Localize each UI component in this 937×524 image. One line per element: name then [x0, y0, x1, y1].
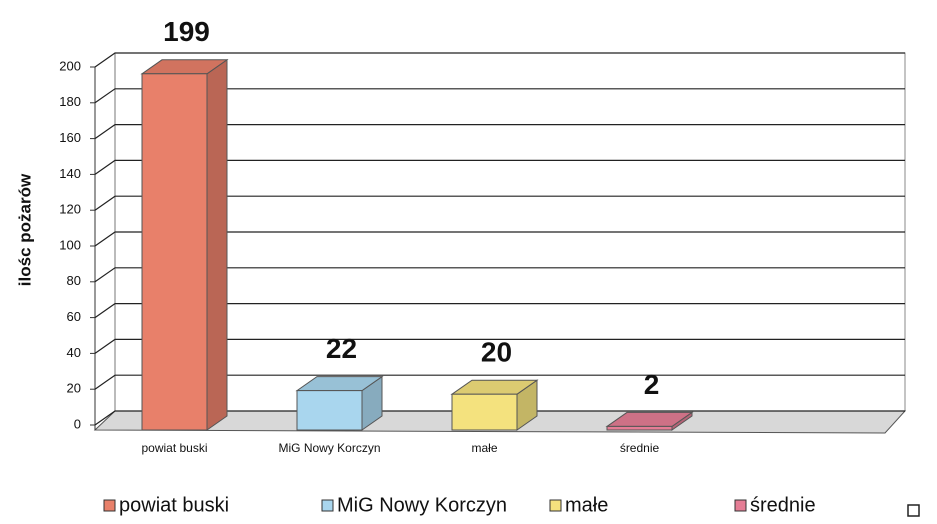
y-tick-label: 180: [59, 94, 81, 109]
bar: [606, 425, 673, 431]
x-tick-label: średnie: [620, 441, 660, 455]
legend-swatch: [734, 499, 747, 512]
y-tick-label: 200: [59, 58, 81, 73]
y-tick-label: 100: [59, 237, 81, 252]
data-label: 22: [326, 333, 357, 364]
legend-swatch: [549, 499, 562, 512]
legend-label: powiat buski: [119, 494, 229, 516]
data-label: 20: [481, 337, 512, 368]
legend-label: średnie: [750, 494, 816, 516]
grid-line: [94, 338, 905, 354]
y-tick-label: 60: [67, 309, 81, 324]
grid-line: [94, 231, 905, 247]
grid-line: [94, 303, 905, 319]
bar-side: [206, 58, 228, 431]
grid-line: [94, 88, 905, 104]
legend-swatch: [321, 499, 334, 512]
grid-line: [94, 267, 905, 283]
y-tick-label: 140: [59, 166, 81, 181]
grid-line: [94, 159, 905, 175]
y-tick-label: 120: [59, 202, 81, 217]
y-tick-label: 80: [67, 273, 81, 288]
legend-label: MiG Nowy Korczyn: [337, 494, 507, 516]
legend-label: małe: [565, 494, 608, 516]
legend-swatch: [907, 504, 920, 517]
y-axis-label: ilośc pożarów: [15, 173, 34, 286]
x-tick-label: powiat buski: [141, 441, 207, 455]
y-tick-label: 160: [59, 130, 81, 145]
grid-line: [94, 52, 905, 68]
grid-line: [94, 123, 905, 140]
bar: [296, 390, 363, 431]
data-label: 199: [163, 16, 210, 47]
legend-swatch: [103, 499, 116, 512]
grid-line: [94, 410, 905, 426]
bar: [141, 73, 208, 431]
bar: [451, 393, 518, 431]
grid-line: [94, 374, 905, 390]
y-tick-label: 40: [67, 345, 81, 360]
y-tick-label: 0: [74, 416, 81, 431]
y-tick-label: 20: [67, 381, 81, 396]
x-tick-label: małe: [471, 441, 497, 455]
data-label: 2: [644, 369, 660, 400]
grid-line: [94, 195, 905, 211]
x-tick-label: MiG Nowy Korczyn: [278, 441, 380, 455]
